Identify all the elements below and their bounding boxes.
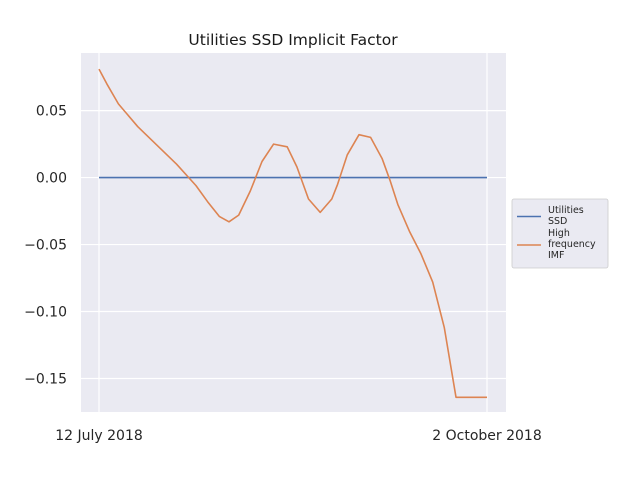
x-tick-label: 2 October 2018	[432, 428, 541, 444]
y-axis: 0.05 0.00 −0.05 −0.10 −0.15	[24, 104, 67, 388]
y-tick-label: −0.15	[24, 372, 67, 388]
y-tick-label: −0.10	[24, 305, 67, 321]
legend-label-1: Utilities SSD	[548, 205, 584, 227]
y-tick-label: −0.05	[24, 238, 67, 254]
x-tick-label: 12 July 2018	[55, 428, 143, 444]
chart-title: Utilities SSD Implicit Factor	[188, 31, 398, 49]
x-axis: 12 July 2018 2 October 2018	[55, 428, 542, 444]
series-layer	[98, 68, 487, 399]
plot-background	[81, 53, 506, 412]
y-tick-label: 0.05	[36, 104, 67, 120]
legend-label-2: High frequency IMF	[548, 228, 596, 261]
series-line-2	[98, 68, 487, 399]
y-tick-label: 0.00	[36, 171, 67, 187]
